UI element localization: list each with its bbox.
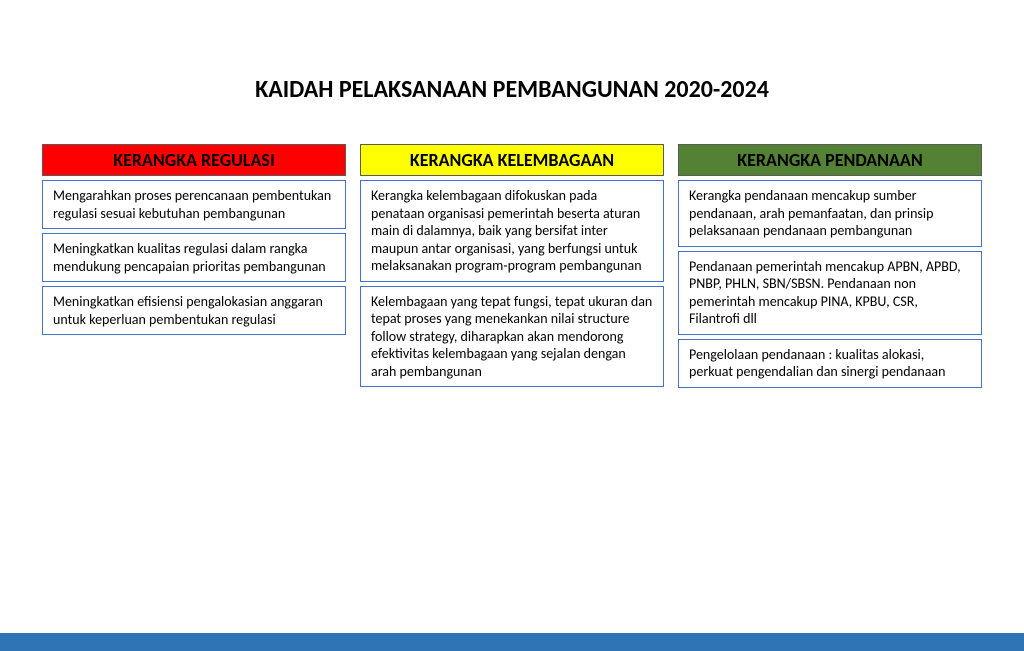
box-text: Pengelolaan pendanaan : kualitas alokasi… [678,339,982,388]
footer-bar [0,633,1024,651]
box-text: Meningkatkan kualitas regulasi dalam ran… [42,233,346,282]
box-text: Kerangka kelembagaan difokuskan pada pen… [360,180,664,282]
box-text: Mengarahkan proses perencanaan pembentuk… [42,180,346,229]
columns-container: KERANGKA REGULASI Mengarahkan proses per… [0,144,1024,388]
column-header-kelembagaan: KERANGKA KELEMBAGAAN [360,144,664,176]
column-kelembagaan: KERANGKA KELEMBAGAAN Kerangka kelembagaa… [360,144,664,388]
page-title: KAIDAH PELAKSANAAN PEMBANGUNAN 2020-2024 [0,75,1024,104]
box-text: Kelembagaan yang tepat fungsi, tepat uku… [360,286,664,388]
column-pendanaan: KERANGKA PENDANAAN Kerangka pendanaan me… [678,144,982,388]
column-header-pendanaan: KERANGKA PENDANAAN [678,144,982,176]
column-header-regulasi: KERANGKA REGULASI [42,144,346,176]
box-text: Meningkatkan efisiensi pengalokasian ang… [42,286,346,335]
box-text: Kerangka pendanaan mencakup sumber penda… [678,180,982,247]
column-regulasi: KERANGKA REGULASI Mengarahkan proses per… [42,144,346,388]
box-text: Pendanaan pemerintah mencakup APBN, APBD… [678,251,982,335]
